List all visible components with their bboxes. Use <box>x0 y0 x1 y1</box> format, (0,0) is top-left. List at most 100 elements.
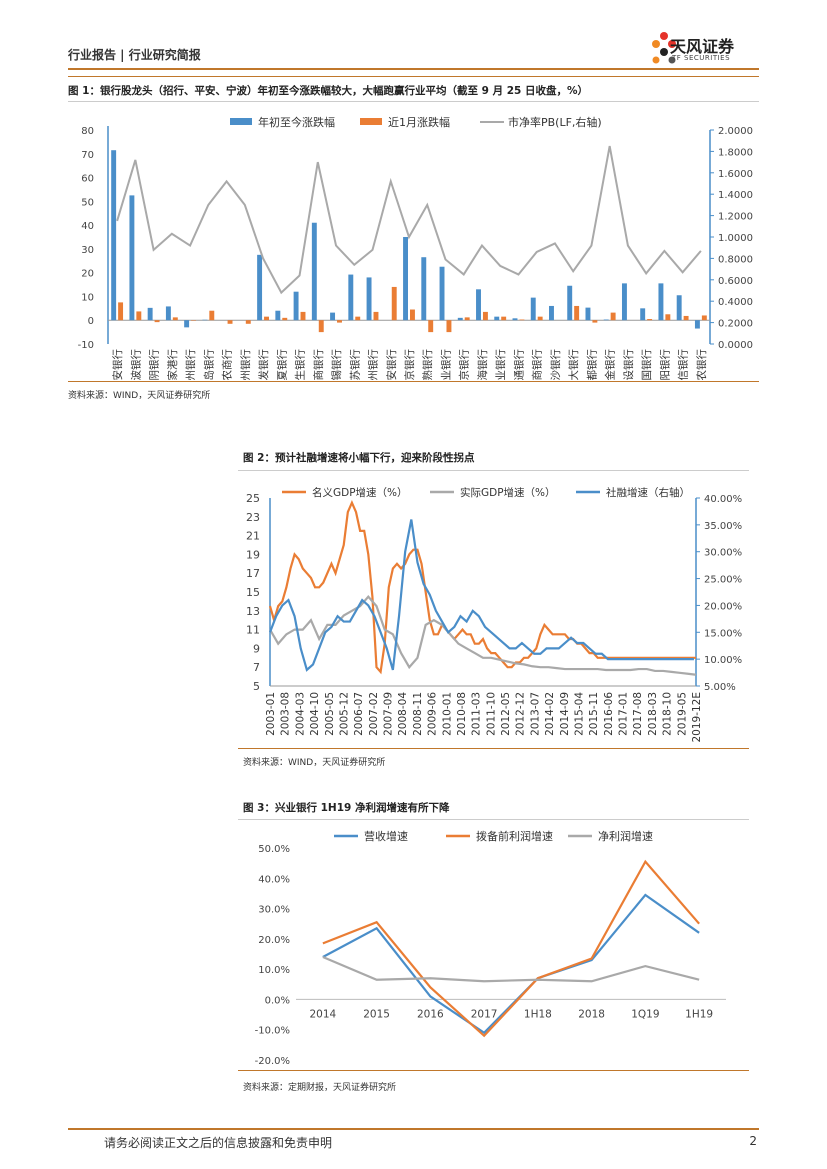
chart2-ytick: 15 <box>246 586 260 599</box>
chart1-bar-ytd <box>111 150 117 321</box>
chart1-bar-1m <box>446 320 452 333</box>
chart3-xtick: 1Q19 <box>631 1008 659 1020</box>
fig1-title-rule <box>68 101 759 102</box>
chart2-xtick: 2010-08 <box>456 692 468 736</box>
chart2-ytick: 7 <box>253 661 260 674</box>
footer-divider <box>68 1128 759 1130</box>
chart1-ytick: 20 <box>81 269 94 280</box>
chart1-legend-label: 市净率PB(LF,右轴) <box>508 115 602 129</box>
chart3-ytick: 10.0% <box>258 965 290 976</box>
chart2-line-real-gdp <box>269 595 697 676</box>
chart-cib-growth: 营收增速 拨备前利润增速 净利润增速 50.0% 40.0% 30.0% 20.0% 10.0… <box>255 829 726 1067</box>
chart1-xtick: 民生银行 <box>294 349 307 380</box>
chart1-xtick: 长沙银行 <box>549 349 562 380</box>
fig1-title: 图 1：银行股龙头（招行、平安、宁波）年初至今涨跌幅较大，大幅跑赢行业平均（截至… <box>68 85 589 97</box>
chart1-bar-1m <box>118 302 124 321</box>
chart-bank-stock-returns: 年初至今涨跌幅 近1月涨跌幅 市净率PB(LF,右轴) 80 70 60 50 40 30 20 1… <box>78 115 753 380</box>
chart2-legend-label: 社融增速（右轴） <box>606 486 690 499</box>
chart1-xtick: 交通银行 <box>512 349 525 380</box>
chart1-xtick: 招商银行 <box>312 349 325 380</box>
chart1-xtick: 贵阳银行 <box>658 349 671 380</box>
chart1-bar-1m <box>154 320 160 323</box>
chart2-xtick: 2011-03 <box>471 692 483 736</box>
chart1-bar-ytd <box>348 274 354 321</box>
chart1-bar-1m <box>245 320 251 324</box>
fig2-source: 资料来源：WIND，天风证券研究所 <box>243 758 386 768</box>
chart1-ytick-right: 1.8000 <box>718 147 753 158</box>
chart2-ytick: 9 <box>253 642 260 655</box>
chart1-bar-ytd <box>585 307 591 321</box>
chart3-xtick: 2017 <box>471 1008 498 1020</box>
chart1-bar-ytd <box>311 222 317 321</box>
chart1-bar-1m <box>136 311 142 321</box>
chart1-bar-1m <box>318 320 324 333</box>
chart1-bar-ytd <box>293 291 299 321</box>
chart1-bar-1m <box>482 311 488 321</box>
chart1-bar-ytd <box>457 317 463 321</box>
chart3-xtick: 1H18 <box>524 1008 552 1020</box>
chart1-xtick: 南京银行 <box>403 349 416 380</box>
chart1-bar-ytd <box>658 283 664 321</box>
chart2-xtick: 2003-08 <box>280 692 292 736</box>
chart1-bar-ytd <box>366 277 372 321</box>
chart1-bar-ytd <box>129 195 135 321</box>
chart1-xtick: 浦发银行 <box>257 349 270 380</box>
chart2-legend-label: 名义GDP增速（%） <box>312 486 408 499</box>
chart1-bar-ytd <box>403 237 408 321</box>
chart1-ytick: 30 <box>81 245 94 256</box>
chart1-legend-label: 近1月涨跌幅 <box>388 115 450 129</box>
chart1-bar-1m <box>373 311 379 321</box>
chart1-xtick: 杭州银行 <box>367 349 380 380</box>
chart1-bar-ytd <box>421 257 427 321</box>
chart2-xtick: 2016-06 <box>603 692 615 736</box>
chart3-xtick: 2016 <box>417 1008 444 1020</box>
chart3-ytick: 50.0% <box>258 844 290 855</box>
chart1-xtick: 建设银行 <box>622 349 635 380</box>
chart3-ytick: 0.0% <box>265 995 290 1006</box>
chart2-line-tsf <box>268 519 694 672</box>
chart1-bar-ytd <box>567 285 573 321</box>
chart1-xtick: 江阴银行 <box>148 349 161 380</box>
fig2-title-rule <box>238 470 749 471</box>
chart1-ytick: -10 <box>78 340 94 351</box>
chart2-xtick: 2010-01 <box>441 692 453 736</box>
chart1-xtick: 华夏银行 <box>275 349 288 380</box>
chart3-ytick: 30.0% <box>258 905 290 916</box>
chart1-bar-1m <box>464 317 470 321</box>
chart2-ytick: 21 <box>246 530 260 543</box>
chart1-ytick: 60 <box>81 174 94 185</box>
chart2-ytick: 11 <box>246 624 260 637</box>
chart3-xtick: 2018 <box>578 1008 605 1020</box>
chart2-xtick: 2009-06 <box>427 692 439 736</box>
chart1-ytick-right: 1.0000 <box>718 233 753 244</box>
chart1-xtick: 中信银行 <box>677 349 690 380</box>
chart2-ytick: 25 <box>246 492 260 505</box>
chart2-xtick: 2017-08 <box>632 692 644 736</box>
chart2-ytick-right: 30.00% <box>704 548 742 559</box>
chart1-bar-1m <box>519 319 525 321</box>
chart1-ytick: 70 <box>81 150 94 161</box>
chart1-xtick: 上海银行 <box>476 349 489 380</box>
chart2-legend-label: 实际GDP增速（%） <box>460 486 556 499</box>
chart1-legend-swatch <box>360 118 382 125</box>
chart1-bar-ytd <box>439 266 445 321</box>
chart1-bar-1m <box>410 309 415 321</box>
fig1-bottom-rule <box>68 381 759 382</box>
chart1-ytick-right: 2.0000 <box>718 126 753 137</box>
chart1-bar-ytd <box>494 316 500 321</box>
chart2-ytick: 19 <box>246 548 260 561</box>
chart1-bar-ytd <box>676 295 682 321</box>
chart2-ytick-right: 15.00% <box>704 628 742 639</box>
chart1-bar-1m <box>227 320 233 324</box>
chart2-ytick: 5 <box>253 680 260 693</box>
chart1-ytick-right: 0.4000 <box>718 297 753 308</box>
chart1-ytick: 50 <box>81 197 94 208</box>
fig1-top-rule <box>68 76 759 77</box>
chart1-xtick: 西安银行 <box>385 349 398 380</box>
chart2-xtick: 2015-04 <box>573 692 585 736</box>
chart1-bar-1m <box>574 305 580 321</box>
chart2-ytick: 13 <box>246 605 260 618</box>
chart2-xtick: 2017-01 <box>618 692 630 736</box>
chart1-xtick: 平安银行 <box>111 349 124 380</box>
fig3-title: 图 3：兴业银行 1H19 净利润增速有所下降 <box>243 802 450 814</box>
